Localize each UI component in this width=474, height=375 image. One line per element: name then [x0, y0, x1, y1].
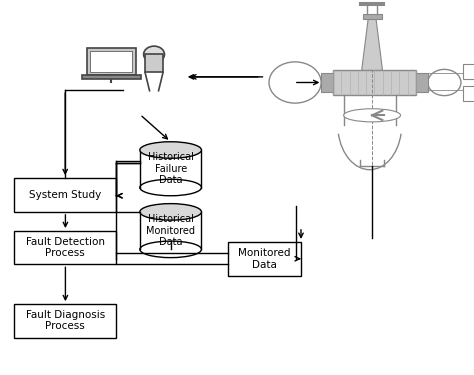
Text: Historical
Monitored
Data: Historical Monitored Data: [146, 214, 195, 247]
Bar: [14, 178, 116, 212]
Bar: [363, 14, 382, 18]
Text: Historical
Failure
Data: Historical Failure Data: [148, 152, 193, 185]
Text: Fault Diagnosis
Process: Fault Diagnosis Process: [26, 310, 105, 332]
Text: System Study: System Study: [29, 190, 101, 200]
Bar: [14, 231, 116, 264]
Text: Fault Detection
Process: Fault Detection Process: [26, 237, 105, 258]
Ellipse shape: [140, 142, 201, 158]
Bar: [333, 70, 416, 95]
Circle shape: [428, 69, 461, 96]
Bar: [464, 64, 474, 79]
Bar: [82, 75, 141, 79]
Bar: [321, 73, 333, 92]
Bar: [140, 212, 201, 249]
Ellipse shape: [344, 109, 401, 122]
Bar: [14, 304, 116, 338]
Polygon shape: [362, 18, 383, 70]
Bar: [464, 86, 474, 101]
Ellipse shape: [140, 179, 201, 196]
Ellipse shape: [140, 241, 201, 258]
Ellipse shape: [140, 204, 201, 220]
Bar: [145, 54, 163, 72]
Bar: [228, 242, 301, 276]
Circle shape: [144, 46, 164, 63]
Circle shape: [269, 62, 321, 103]
Bar: [90, 51, 132, 72]
Bar: [140, 150, 201, 188]
Text: Monitored
Data: Monitored Data: [238, 248, 291, 270]
Bar: [416, 73, 428, 92]
Bar: [86, 48, 136, 75]
